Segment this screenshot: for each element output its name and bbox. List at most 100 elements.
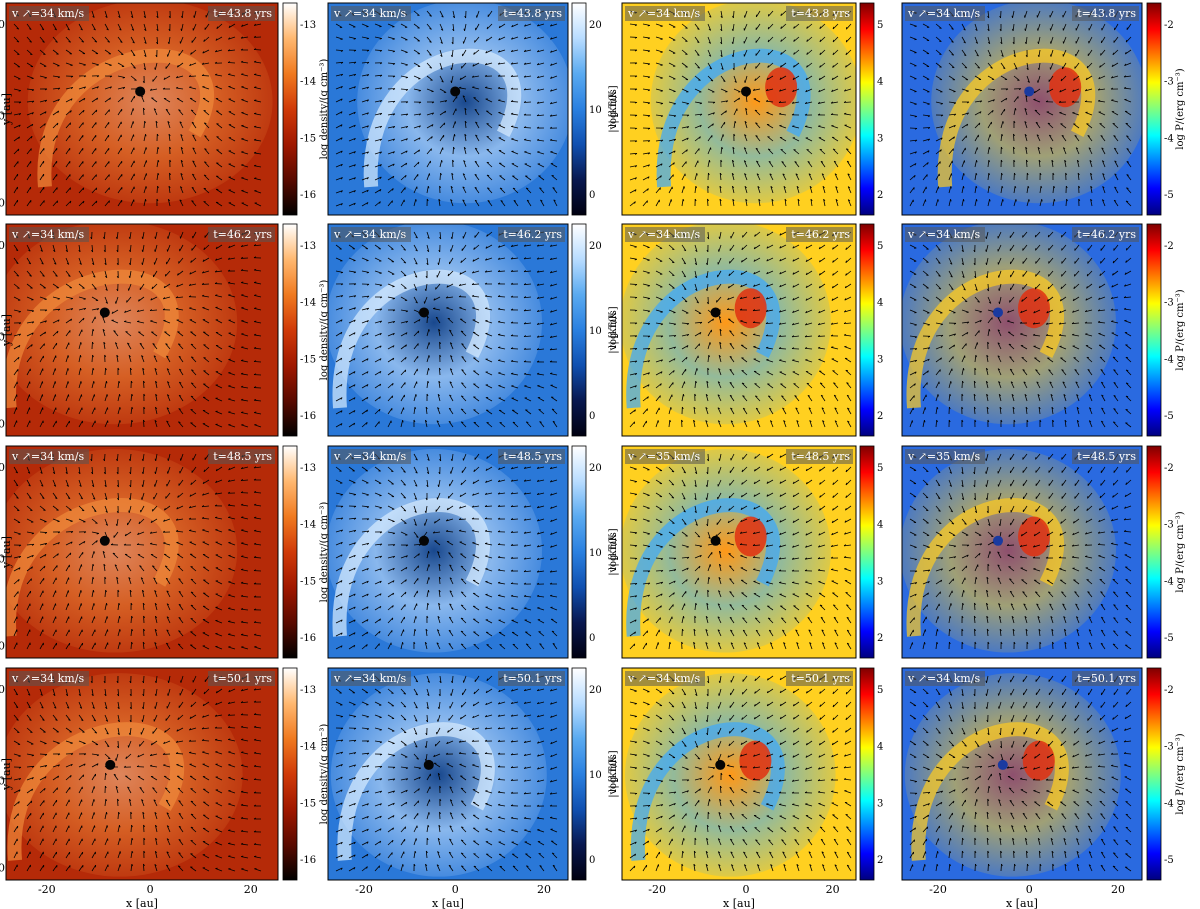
x-tick-label: 0: [1026, 883, 1033, 896]
velocity-reference-label: v ↗=34 km/s: [11, 7, 84, 20]
y-tick-label: -20: [0, 639, 5, 652]
colorbar-label: log density/(g cm⁻³): [319, 724, 330, 825]
panel-velocity-row-1: v ↗=34 km/s t=43.8 yrs: [327, 2, 569, 216]
x-tick-label: -20: [355, 883, 373, 896]
x-tick-label: -20: [929, 883, 947, 896]
colorbar-tick-label: -5: [1164, 411, 1174, 422]
time-label: t=43.8 yrs: [1077, 7, 1136, 20]
colorbar-tick-label: 5: [877, 241, 883, 252]
star-marker: [99, 307, 110, 318]
colorbar-tick-label: -2: [1164, 463, 1174, 474]
colorbar-tick-label: -3: [1164, 520, 1174, 531]
x-tick-label: 0: [147, 883, 154, 896]
colorbar-tick-label: -13: [300, 685, 316, 696]
colorbar-tick-label: 0: [589, 633, 595, 644]
colorbar-label: log T/K: [608, 90, 619, 127]
star-marker: [419, 535, 429, 546]
colorbar-label: log density/(g cm⁻³): [319, 280, 330, 381]
star-marker: [997, 759, 1008, 770]
colorbar-pressure-row-4: -2 -3 -4 -5 log P/(erg cm⁻³): [1146, 667, 1186, 881]
colorbar-tick-label: -4: [1164, 133, 1174, 144]
colorbar-tick-label: 5: [877, 685, 883, 696]
colorbar-tick-label: -15: [300, 354, 316, 365]
star-marker: [710, 535, 721, 546]
colorbar-label: log P/(erg cm⁻³): [1175, 733, 1186, 814]
velocity-reference-label: v ↗=35 km/s: [907, 450, 980, 463]
panel-pressure-row-1: v ↗=34 km/s t=43.8 yrs: [901, 2, 1143, 216]
y-axis-label: y [au]: [0, 93, 13, 126]
y-tick-label: 20: [0, 683, 5, 696]
colorbar-label: log T/K: [608, 755, 619, 792]
colorbar-tick-label: -16: [300, 855, 316, 866]
colorbar-tick-label: -4: [1164, 576, 1174, 587]
x-tick-label: 20: [1111, 883, 1125, 896]
colorbar-temperature-row-3: 5 4 3 2 log T/K: [608, 445, 883, 659]
panel-pressure-row-2: v ↗=34 km/s t=46.2 yrs: [901, 223, 1143, 437]
colorbar-tick-label: 3: [877, 133, 883, 144]
panel-velocity-row-2: v ↗=34 km/s t=46.2 yrs: [327, 223, 569, 437]
star-marker: [105, 759, 116, 770]
velocity-reference-label: v ↗=34 km/s: [333, 228, 406, 241]
y-axis-label: y [au]: [0, 314, 13, 347]
colorbar-tick-label: 10: [589, 770, 602, 781]
colorbar-tick-label: -5: [1164, 633, 1174, 644]
colorbar-temperature-row-1: 5 4 3 2 log T/K: [608, 2, 883, 216]
colorbar-tick-label: -2: [1164, 685, 1174, 696]
time-label: t=43.8 yrs: [791, 7, 850, 20]
velocity-reference-label: v ↗=34 km/s: [907, 228, 980, 241]
time-label: t=43.8 yrs: [503, 7, 562, 20]
star-marker: [710, 307, 721, 318]
colorbar-tick-label: 10: [589, 548, 602, 559]
velocity-reference-label: v ↗=34 km/s: [627, 228, 700, 241]
colorbar-tick-label: 2: [877, 190, 883, 201]
x-axis-label: x [au]: [723, 897, 755, 909]
colorbar-tick-label: -14: [300, 742, 316, 753]
colorbar-tick-label: 5: [877, 20, 883, 31]
star-marker: [993, 307, 1003, 318]
colorbar-label: log density/(g cm⁻³): [319, 502, 330, 603]
time-label: t=50.1 yrs: [1077, 672, 1136, 685]
time-label: t=50.1 yrs: [503, 672, 562, 685]
colorbar-tick-label: -5: [1164, 855, 1174, 866]
colorbar-tick-label: -4: [1164, 354, 1174, 365]
colorbar-tick-label: -3: [1164, 298, 1174, 309]
colorbar-label: |v| [km/s]: [608, 528, 619, 576]
panel-density-row-3: v ↗=34 km/s t=48.5 yrs: [5, 445, 279, 659]
colorbar-tick-label: 20: [589, 463, 602, 474]
x-tick-label: 20: [244, 883, 258, 896]
y-tick-label: 0: [0, 552, 5, 565]
panel-temperature-row-1: v ↗=34 km/s t=43.8 yrs: [621, 2, 857, 216]
colorbar-tick-label: 20: [589, 20, 602, 31]
colorbar-temperature-row-4: 5 4 3 2 log T/K: [608, 667, 883, 881]
velocity-reference-label: v ↗=34 km/s: [907, 672, 980, 685]
colorbar-label: log T/K: [608, 533, 619, 570]
colorbar-pressure-row-3: -2 -3 -4 -5 log P/(erg cm⁻³): [1146, 445, 1186, 659]
colorbar-density-row-4: -13 -14 -15 -16 log density/(g cm⁻³): [282, 667, 330, 881]
velocity-reference-label: v ↗=34 km/s: [333, 672, 406, 685]
panel-velocity-row-3: v ↗=34 km/s t=48.5 yrs: [327, 445, 569, 659]
time-label: t=50.1 yrs: [213, 672, 272, 685]
colorbar-tick-label: 3: [877, 354, 883, 365]
y-tick-label: 0: [0, 774, 5, 787]
star-marker: [993, 535, 1003, 546]
colorbar-tick-label: 2: [877, 633, 883, 644]
star-marker: [99, 535, 110, 546]
colorbar-tick-label: 3: [877, 576, 883, 587]
star-marker: [419, 307, 429, 318]
panel-temperature-row-3: v ↗=35 km/s t=48.5 yrs: [621, 445, 857, 659]
colorbar-tick-label: -15: [300, 576, 316, 587]
colorbar-density-row-3: -13 -14 -15 -16 log density/(g cm⁻³): [282, 445, 330, 659]
colorbar-tick-label: 0: [589, 411, 595, 422]
time-label: t=48.5 yrs: [1077, 450, 1136, 463]
star-marker: [741, 86, 752, 97]
colorbar-label: log density/(g cm⁻³): [319, 59, 330, 160]
colorbar-tick-label: 10: [589, 326, 602, 337]
panel-density-row-2: v ↗=34 km/s t=46.2 yrs: [5, 223, 279, 437]
x-tick-label: 0: [743, 883, 750, 896]
colorbar-tick-label: 2: [877, 855, 883, 866]
colorbar-pressure-row-2: -2 -3 -4 -5 log P/(erg cm⁻³): [1146, 223, 1186, 437]
y-tick-label: 0: [0, 109, 5, 122]
colorbar-tick-label: -13: [300, 20, 316, 31]
colorbar-label: |v| [km/s]: [608, 750, 619, 798]
